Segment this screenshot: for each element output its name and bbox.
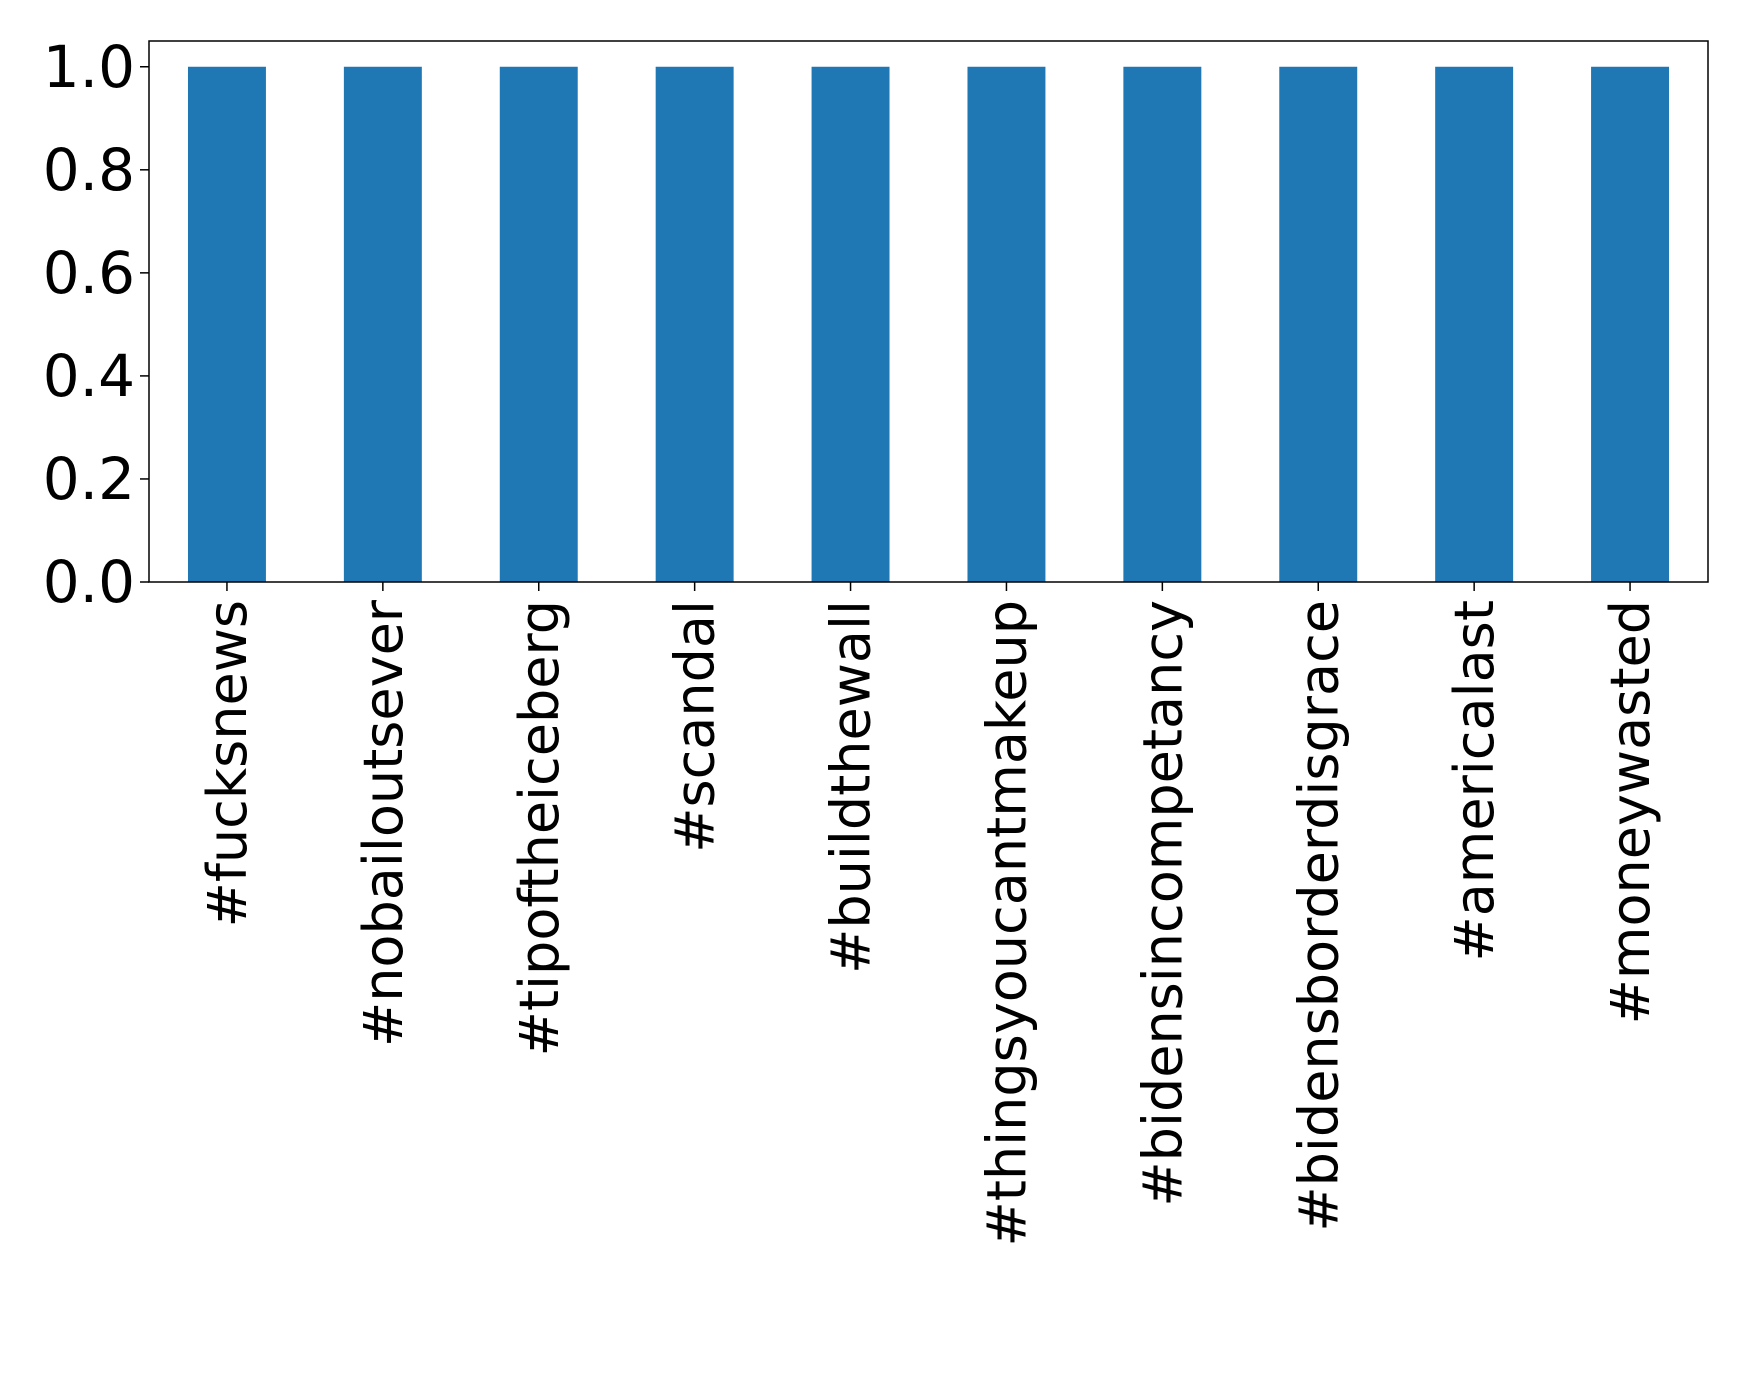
x-tick-label: #buildthewall (820, 600, 883, 974)
bar (1591, 66, 1670, 582)
x-tick-label: #nobailoutsever (352, 599, 415, 1047)
x-tick-label: #americalast (1443, 600, 1506, 962)
bar (1435, 66, 1514, 582)
x-tick-label: #thingsyoucantmakeup (975, 600, 1038, 1246)
bar (1279, 66, 1358, 582)
x-tick-label: #scandal (664, 600, 727, 853)
bar (499, 66, 578, 582)
y-tick-label: 1.0 (43, 33, 135, 101)
x-tick-label: #tipoftheiceberg (508, 600, 571, 1056)
bar (343, 66, 422, 582)
y-tick-label: 0.4 (43, 342, 135, 410)
plot-frame (148, 40, 1709, 583)
y-tick-label: 0.2 (43, 445, 135, 513)
x-tick-label: #moneywasted (1599, 600, 1662, 1024)
x-tick-label: #bidensincompetancy (1131, 600, 1194, 1207)
y-tick-label: 0.8 (43, 136, 135, 204)
bar (187, 66, 266, 582)
y-tick-label: 0.0 (43, 548, 135, 616)
bar (1123, 66, 1202, 582)
bar (655, 66, 734, 582)
bar (811, 66, 890, 582)
x-tick-label: #fucksnews (196, 600, 259, 927)
bar (967, 66, 1046, 582)
y-tick-label: 0.6 (43, 239, 135, 307)
x-tick-label: #bidensborderdisgrace (1287, 600, 1350, 1232)
